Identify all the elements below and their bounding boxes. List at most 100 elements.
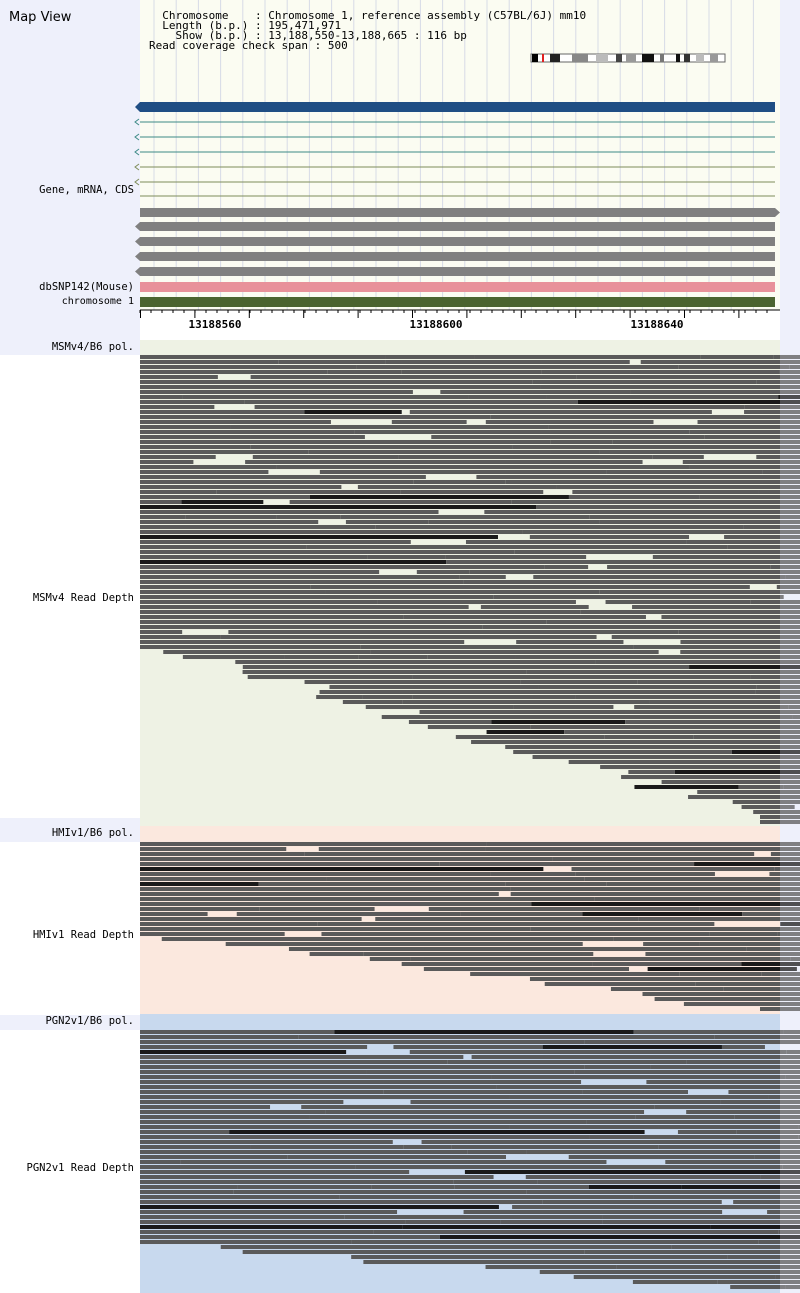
msm-read [755,690,800,694]
hmi-read [582,912,743,916]
show-row: Show (b.p.) : 13,188,550-13,188,665 : 11… [175,29,467,42]
msm-read [724,535,800,539]
msm-read [756,380,800,384]
pgn-read [734,1115,800,1119]
msm-read [704,435,800,439]
msm-read [605,600,751,604]
msm-read [526,670,800,674]
msm-read [409,410,712,414]
msm-read [140,370,328,374]
msm-read [419,710,800,714]
pgn-read [496,1085,800,1089]
msm-read [634,705,789,709]
msm-read [776,585,800,589]
pgn-read [730,1285,786,1289]
hmi-read [140,842,487,846]
pgn-read [140,1235,440,1239]
pgn-read [526,1190,800,1194]
pgn-read [140,1220,406,1224]
msm-read [230,425,549,429]
hmi-read [709,932,778,936]
msm-read [486,730,565,734]
msm-read [445,555,587,559]
msm-read [427,655,516,659]
msm-read [398,455,653,459]
msm-read [140,435,365,439]
msm-read [580,610,800,614]
pgn-read [140,1135,590,1139]
hmi-read [510,887,800,891]
pgn-read [542,1200,722,1204]
hmi-read [694,862,800,866]
hmi-read [375,917,639,921]
pgn-read [785,1285,800,1289]
msm-read [182,655,285,659]
chromosome-ideogram[interactable] [530,53,730,65]
track-label-msm-depth: MSMv4 Read Depth [32,592,134,604]
hmi-read [647,967,797,971]
msm-read [140,355,386,359]
pgn-read [584,1040,800,1044]
msm-read [245,460,643,464]
pgn-read [720,1100,800,1104]
pgn-read [339,1195,634,1199]
hmi-read [485,847,800,851]
msm-read [254,405,644,409]
msm-read [228,630,679,634]
ruler-tick-label: 13188640 [631,318,684,331]
msm-read [533,575,786,579]
track-label-pgn-depth: PGN2v1 Read Depth [26,1162,134,1174]
pgn-read [509,1095,769,1099]
pgn-read [632,1280,718,1284]
msm-read [140,520,319,524]
pgn-read [140,1165,356,1169]
msm-read [738,785,784,789]
pgn-read [509,1125,799,1129]
msm-read [140,485,342,489]
pgn-read [140,1205,499,1209]
msm-read [360,645,634,649]
pgn-read [728,1090,800,1094]
pgn-read [602,1215,800,1219]
msm-read [732,800,800,804]
msm-read [140,590,326,594]
msm-read [140,555,368,559]
pgn-read [654,1105,800,1109]
msm-read [381,715,793,719]
pgn-read [686,1110,800,1114]
pgn-read [568,1155,755,1159]
msm-read [357,485,557,489]
msm-read [758,490,800,494]
msm-read [427,725,531,729]
msm-read [140,645,361,649]
msm-read [595,660,800,664]
track-label-msm-pol: MSMv4/B6 pol. [51,341,134,353]
msm-read [783,785,800,789]
msm-read [556,485,800,489]
msm-read [140,465,277,469]
pgn-read [140,1215,345,1219]
msm-read [482,625,800,629]
hmi-read [679,972,762,976]
msm-read [416,570,470,574]
msm-read [577,400,800,404]
msm-read [632,605,800,609]
msm-read [140,600,378,604]
msm-read [604,735,694,739]
msm-read [163,650,371,654]
hmi-read [741,962,800,966]
pgn-read [785,1075,800,1079]
pgn-read [140,1125,510,1129]
msm-read [756,455,800,459]
msm-read [304,680,521,684]
pgn-read [140,1155,288,1159]
hmi-read [575,872,715,876]
msm-read [356,365,679,369]
msm-read [689,665,800,669]
msm-read [511,500,800,504]
msm-read [365,705,514,709]
mrna-arrow [134,163,140,171]
pgn-read [140,1130,230,1134]
msm-read [652,455,704,459]
